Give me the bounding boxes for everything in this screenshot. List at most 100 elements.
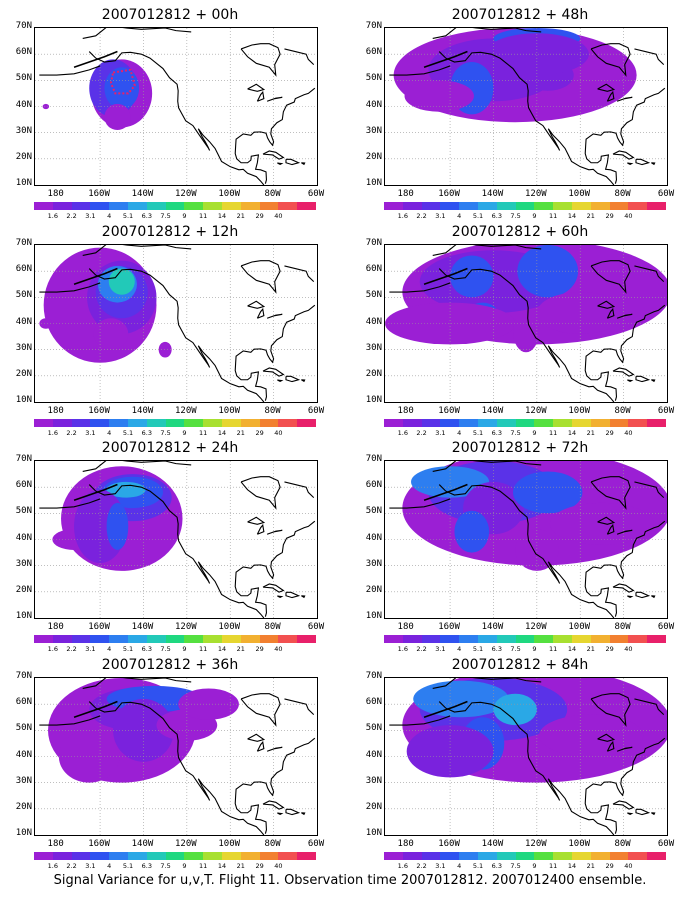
lon-tick-label: 60W (657, 406, 675, 416)
colorbar-swatch (384, 852, 403, 860)
lat-tick-label: 30N (15, 558, 32, 569)
panel-title: 2007012812 + 24h (101, 440, 239, 456)
colorbar-label: 4 (107, 429, 112, 437)
colorbar-label: 2.2 (66, 862, 77, 870)
colorbar-label: 9 (182, 862, 187, 870)
colorbar-swatch (90, 852, 110, 860)
flight-track (73, 483, 118, 502)
colorbar-swatch (109, 202, 128, 210)
colorbar-label: 4 (457, 645, 462, 653)
lon-tick-label: 80W (264, 189, 281, 199)
colorbar-label: 7.5 (160, 212, 171, 220)
colorbar-label: 40 (274, 862, 283, 870)
colorbar-swatch (52, 202, 72, 210)
colorbar-swatch (278, 635, 298, 643)
coastline (616, 529, 633, 535)
colorbar-swatch (421, 852, 441, 860)
coastline (88, 484, 265, 618)
colorbar-label: 29 (605, 862, 614, 870)
lon-tick-label: 100W (568, 839, 591, 849)
lon-tick-label: 60W (657, 189, 675, 199)
colorbar-label: 6.3 (141, 862, 152, 870)
flight-track (73, 700, 118, 719)
lat-tick-label: 30N (365, 125, 382, 136)
colorbar-swatch (440, 419, 460, 427)
colorbar-label: 11 (199, 429, 208, 437)
colorbar-swatch (109, 419, 128, 427)
coastline (389, 282, 451, 293)
coastline (627, 812, 634, 815)
coastline (635, 808, 651, 816)
colorbar-label: 9 (182, 645, 187, 653)
max-contour (109, 68, 136, 95)
coastline (590, 476, 631, 510)
colorbar-swatch (109, 852, 128, 860)
colorbar-label: 21 (236, 645, 245, 653)
lat-tick-label: 60N (15, 47, 32, 58)
map-panel-36h: 2007012812 + 36h 70N 60N 50N 40N 30N 20N 10N 180… (0, 655, 340, 873)
coastline (240, 693, 281, 727)
coastline (590, 43, 631, 77)
coastline (39, 498, 101, 509)
colorbar-swatch (90, 635, 110, 643)
lon-tick-label: 160W (88, 622, 110, 632)
colorbar-label: 9 (532, 645, 537, 653)
lat-tick-label: 40N (365, 532, 382, 543)
variance-contour (512, 310, 540, 353)
colorbar-labels: 1.6 2.2 3.1 4 5.1 6.3 7.5 9 11 14 21 29 40 (384, 212, 666, 222)
colorbar-label: 21 (236, 212, 245, 220)
coastline (432, 678, 542, 690)
lon-tick-label: 140W (131, 839, 154, 849)
lat-tick-label: 50N (15, 73, 32, 84)
colorbar-swatch (628, 419, 648, 427)
coastline (627, 379, 634, 382)
colorbar-label: 3.1 (85, 862, 96, 870)
colorbar-swatch (146, 419, 166, 427)
coastline (82, 245, 192, 257)
colorbar-swatch (421, 202, 441, 210)
coastline (82, 461, 192, 473)
colorbar-swatch (571, 635, 591, 643)
coastline (266, 96, 283, 102)
lon-tick-label: 60W (307, 839, 325, 849)
lon-tick-label: 100W (568, 622, 591, 632)
colorbar-swatch (440, 202, 460, 210)
colorbar-swatch (297, 852, 316, 860)
lat-tick-label: 70N (15, 21, 32, 31)
variance-contour (108, 268, 135, 295)
colorbar-swatch (71, 202, 91, 210)
lon-tick-label: 120W (175, 406, 197, 416)
colorbar-label: 2.2 (416, 212, 427, 220)
colorbar-label: 21 (236, 429, 245, 437)
colorbar-swatch (402, 419, 422, 427)
colorbar-swatch (278, 852, 298, 860)
colorbar-label: 14 (567, 212, 577, 220)
colorbar-swatch (34, 202, 53, 210)
coastline (39, 282, 101, 293)
lat-tick-label: 10N (15, 395, 32, 405)
colorbar-swatch (146, 635, 166, 643)
lon-tick-label: 160W (438, 622, 460, 632)
colorbar-swatch (52, 419, 72, 427)
lat-tick-label: 40N (365, 99, 382, 110)
colorbar (34, 635, 316, 643)
coastline (597, 733, 616, 742)
variance-contour (549, 502, 654, 545)
lon-tick-label: 100W (218, 839, 241, 849)
coastline (651, 162, 656, 166)
colorbar-labels: 1.6 2.2 3.1 4 5.1 6.3 7.5 9 11 14 21 29 40 (384, 862, 666, 872)
colorbar-label: 3.1 (435, 212, 446, 220)
lon-tick-label: 160W (88, 189, 110, 199)
panel-title: 2007012812 + 00h (101, 7, 239, 23)
coastline (256, 307, 265, 319)
lat-tick-label: 40N (15, 749, 32, 760)
variance-contour (104, 67, 140, 110)
colorbar-label: 2.2 (66, 645, 77, 653)
coastline (284, 48, 315, 66)
coastline (247, 733, 266, 742)
colorbar-swatch (496, 852, 516, 860)
colorbar-label: 7.5 (160, 429, 171, 437)
colorbar-swatch (647, 202, 666, 210)
colorbar-swatch (127, 635, 147, 643)
colorbar-swatch (297, 202, 316, 210)
